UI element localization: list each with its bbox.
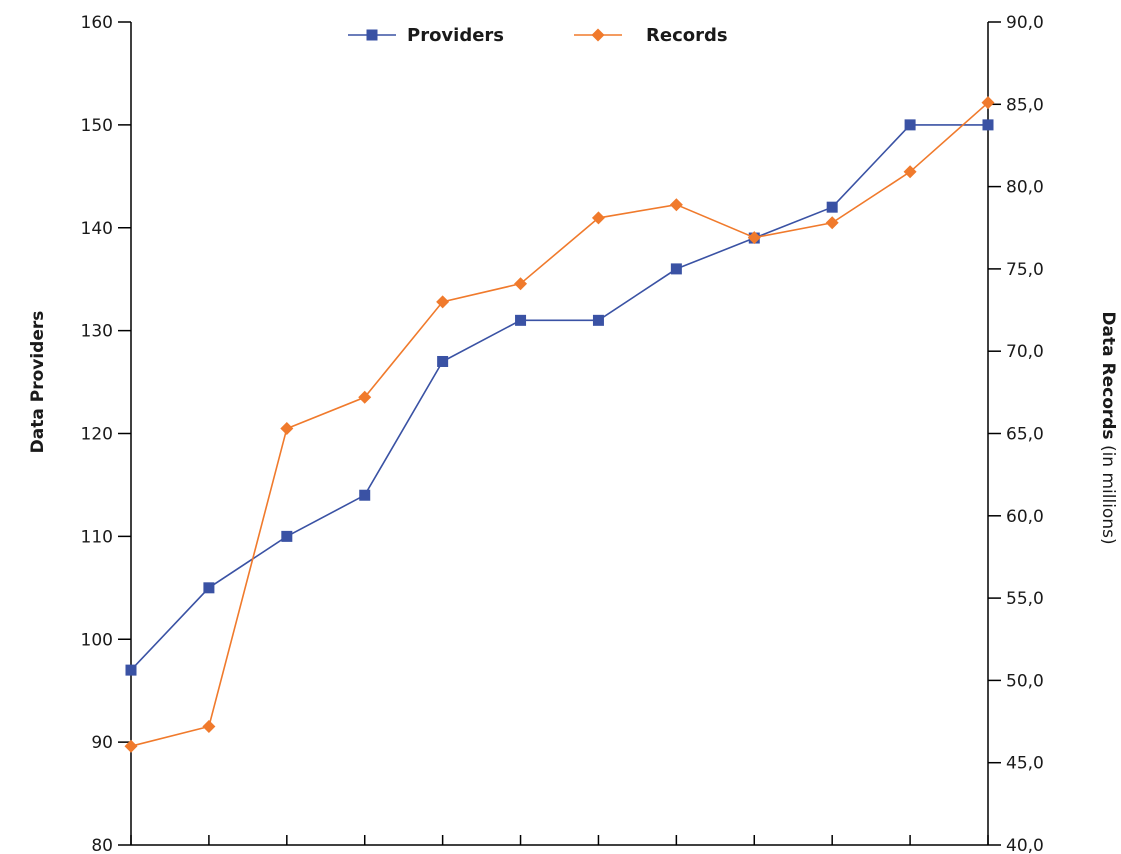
- records-point: [124, 739, 138, 753]
- records-point: [669, 198, 683, 212]
- left-y-tick-label: 80: [91, 836, 113, 854]
- records-point: [280, 422, 294, 436]
- records-point: [903, 165, 917, 179]
- providers-point: [670, 263, 682, 275]
- right-y-tick-label: 45,0: [1006, 754, 1044, 774]
- right-axis-title-unit: (in millions): [1098, 440, 1118, 545]
- right-y-tick-label: 75,0: [1006, 260, 1044, 280]
- right-y-tick-label: 40,0: [1006, 836, 1044, 854]
- right-y-tick-label: 85,0: [1006, 95, 1044, 115]
- legend: Providers Records: [348, 25, 728, 46]
- left-y-tick-label: 110: [81, 527, 113, 547]
- right-axis-title: Data Records (in millions): [1098, 311, 1118, 544]
- right-y-tick-label: 65,0: [1006, 425, 1044, 445]
- records-point: [436, 295, 450, 309]
- providers-point: [125, 664, 137, 676]
- right-y-tick-label: 90,0: [1006, 13, 1044, 33]
- left-y-tick-label: 100: [81, 630, 113, 650]
- left-y-tick-label: 150: [81, 116, 113, 136]
- right-axis-title-bold: Data Records: [1098, 311, 1118, 439]
- providers-point: [982, 119, 994, 131]
- right-y-tick-label: 80,0: [1006, 178, 1044, 198]
- providers-point: [281, 530, 293, 542]
- records-point: [591, 211, 605, 225]
- records-point: [981, 96, 995, 110]
- providers-point: [203, 582, 215, 594]
- providers-point: [904, 119, 916, 131]
- left-axis-title: Data Providers: [28, 311, 48, 454]
- left-y-tick-label: 130: [81, 322, 113, 342]
- left-y-tick-label: 140: [81, 219, 113, 239]
- records-point: [825, 216, 839, 230]
- axes: 80 90 100 110 120 130 140 150 160 40,0 45,0 50,0 55,…: [81, 13, 1044, 854]
- providers-point: [359, 489, 371, 501]
- legend-providers-marker: [366, 29, 378, 41]
- right-y-tick-label: 50,0: [1006, 671, 1044, 691]
- series-layer: [124, 96, 995, 753]
- legend-records-marker: [591, 28, 605, 42]
- legend-providers-label: Providers: [407, 25, 504, 46]
- providers-point: [515, 314, 527, 326]
- left-y-tick-label: 90: [91, 733, 113, 753]
- records-point: [747, 231, 761, 245]
- right-y-tick-label: 70,0: [1006, 342, 1044, 362]
- providers-point: [826, 201, 838, 213]
- records-point: [358, 390, 372, 404]
- records-point: [202, 719, 216, 733]
- records-point: [514, 277, 528, 291]
- left-y-tick-label: 120: [81, 425, 113, 445]
- providers-point: [592, 314, 604, 326]
- legend-records-label: Records: [646, 25, 728, 46]
- right-y-tick-label: 60,0: [1006, 507, 1044, 527]
- providers-series-line: [130, 124, 988, 671]
- records-series-line: [130, 102, 989, 747]
- left-y-tick-label: 160: [81, 13, 113, 33]
- providers-point: [437, 355, 449, 367]
- right-y-tick-label: 55,0: [1006, 589, 1044, 609]
